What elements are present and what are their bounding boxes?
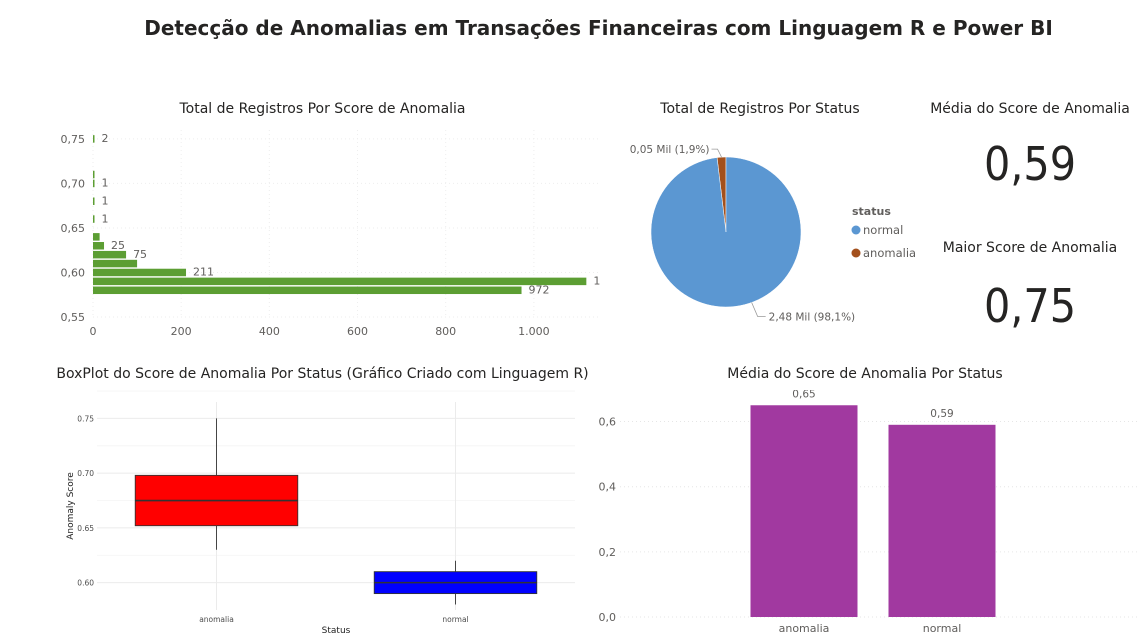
status-pie-chart[interactable]: 0,05 Mil (1,9%) 2,48 Mil (98,1%) status nor… [600, 122, 930, 342]
histogram-bar [93, 242, 105, 250]
bar-normal [888, 424, 996, 617]
x-axis-label: Status [322, 626, 351, 636]
histogram-bar [93, 259, 138, 268]
y-tick-label: 0.60 [77, 579, 94, 588]
avg-score-kpi-value: 0,59 [983, 137, 1077, 191]
legend-label-anomalia: anomalia [863, 246, 916, 260]
y-tick-label: 0,60 [61, 266, 86, 279]
score-histogram-chart[interactable]: 0 200 400 600 800 1.000 0,55 0,60 0,65 0,70 0,75 97… [40, 122, 600, 342]
max-score-kpi-title: Maior Score de Anomalia [942, 240, 1118, 256]
x-tick-label: 0 [90, 325, 97, 338]
histogram-bar [93, 135, 95, 143]
x-tick-label: 200 [171, 325, 192, 338]
histogram-bar [93, 277, 587, 286]
boxplot-chart[interactable]: 0.60 0.65 0.70 0.75 anomalia normal Status Anom… [40, 390, 600, 640]
legend-marker-normal [851, 225, 861, 235]
x-tick-label: 1.000 [518, 325, 550, 338]
max-score-kpi-value: 0,75 [983, 279, 1077, 333]
x-tick-label: anomalia [779, 622, 830, 635]
bar-data-label: 1 [102, 194, 109, 207]
avg-score-kpi-title: Média do Score de Anomalia [930, 101, 1130, 117]
bar-data-label: 1119 [593, 275, 600, 288]
bar-anomalia [750, 405, 858, 617]
y-tick-label: 0.65 [77, 524, 94, 533]
x-tick-label: 600 [347, 325, 368, 338]
pie-leader-line [751, 302, 766, 317]
bar-data-label: 2 [102, 132, 109, 145]
bar-value-label: 0,59 [930, 408, 953, 420]
x-tick-label: normal [442, 615, 468, 624]
bar-data-label: 25 [111, 239, 125, 252]
bar-data-label: 211 [193, 266, 214, 279]
bar-data-label: 1 [102, 177, 109, 190]
histogram-bar [93, 170, 95, 179]
bar-data-label: 972 [529, 284, 550, 297]
pie-leader-line [711, 148, 722, 158]
x-tick-label: anomalia [199, 615, 234, 624]
pie-slice-normal [650, 156, 802, 308]
y-tick-label: 0,4 [599, 481, 617, 494]
bar-value-label: 0,65 [792, 390, 815, 400]
pie-label-anomalia: 0,05 Mil (1,9%) [630, 144, 710, 156]
x-tick-label: normal [923, 622, 962, 635]
y-tick-label: 0,65 [61, 222, 86, 235]
avg-by-status-title: Média do Score de Anomalia Por Status [727, 366, 1003, 382]
pie-legend-title: status [852, 205, 891, 218]
score-histogram-title: Total de Registros Por Score de Anomalia [179, 101, 466, 117]
histogram-bar [93, 215, 95, 223]
y-tick-label: 0,2 [599, 546, 617, 559]
y-axis-label: Anomaly Score [66, 472, 76, 540]
y-tick-label: 0,6 [599, 416, 617, 429]
legend-marker-anomalia [851, 248, 861, 258]
histogram-bar [93, 250, 127, 259]
histogram-bar [93, 233, 100, 241]
histogram-bar [93, 286, 522, 295]
y-tick-label: 0.75 [77, 414, 94, 423]
status-pie-title: Total de Registros Por Status [660, 101, 860, 117]
y-tick-label: 0,55 [61, 311, 86, 324]
x-tick-label: 800 [435, 325, 456, 338]
pie-label-normal: 2,48 Mil (98,1%) [769, 311, 856, 323]
y-tick-label: 0,75 [61, 133, 86, 146]
legend-label-normal: normal [863, 223, 903, 237]
histogram-bar [93, 268, 187, 277]
x-tick-label: 400 [259, 325, 280, 338]
histogram-bar [93, 179, 95, 188]
boxplot-title: BoxPlot do Score de Anomalia Por Status … [56, 366, 589, 382]
histogram-bar [93, 197, 95, 205]
y-tick-label: 0,70 [61, 177, 86, 190]
y-tick-label: 0,0 [599, 611, 617, 624]
page-title: Detecção de Anomalias em Transações Fina… [144, 16, 1053, 40]
y-tick-label: 0.70 [77, 469, 94, 478]
bar-data-label: 1 [102, 212, 109, 225]
avg-by-status-chart[interactable]: 0,0 0,2 0,4 0,6 0,65 anomalia 0,59 normal [580, 390, 1140, 640]
bar-data-label: 75 [133, 248, 147, 261]
